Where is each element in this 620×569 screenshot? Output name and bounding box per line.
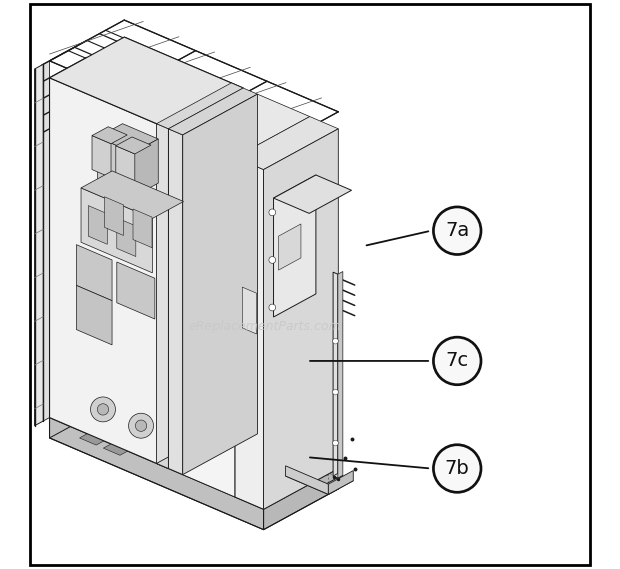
Polygon shape bbox=[286, 466, 329, 494]
Polygon shape bbox=[264, 129, 339, 509]
Polygon shape bbox=[157, 83, 243, 129]
Polygon shape bbox=[278, 224, 301, 270]
Polygon shape bbox=[333, 272, 338, 478]
Polygon shape bbox=[98, 123, 158, 152]
Polygon shape bbox=[133, 209, 152, 248]
Polygon shape bbox=[50, 37, 243, 129]
Circle shape bbox=[333, 389, 339, 395]
Polygon shape bbox=[81, 188, 153, 273]
Polygon shape bbox=[116, 137, 151, 154]
Polygon shape bbox=[242, 287, 257, 334]
Polygon shape bbox=[235, 117, 339, 170]
Polygon shape bbox=[116, 146, 135, 188]
Polygon shape bbox=[92, 135, 111, 178]
Circle shape bbox=[333, 339, 339, 344]
Polygon shape bbox=[157, 423, 243, 468]
Polygon shape bbox=[50, 418, 264, 530]
Polygon shape bbox=[104, 443, 129, 455]
Polygon shape bbox=[124, 37, 243, 428]
Polygon shape bbox=[81, 171, 184, 218]
Text: eReplacementParts.com: eReplacementParts.com bbox=[188, 320, 341, 333]
Polygon shape bbox=[264, 468, 339, 530]
Polygon shape bbox=[273, 175, 316, 317]
Circle shape bbox=[91, 397, 115, 422]
Circle shape bbox=[97, 404, 108, 415]
Ellipse shape bbox=[433, 445, 481, 492]
Circle shape bbox=[333, 440, 339, 446]
Polygon shape bbox=[133, 139, 158, 197]
Polygon shape bbox=[169, 88, 257, 135]
Polygon shape bbox=[79, 433, 105, 445]
Text: 7a: 7a bbox=[445, 221, 469, 240]
Polygon shape bbox=[338, 271, 343, 478]
Circle shape bbox=[135, 420, 147, 431]
Polygon shape bbox=[183, 94, 257, 475]
Polygon shape bbox=[157, 123, 169, 468]
Ellipse shape bbox=[433, 337, 481, 385]
Text: 7c: 7c bbox=[446, 352, 469, 370]
Circle shape bbox=[128, 413, 154, 438]
Circle shape bbox=[269, 209, 276, 216]
Polygon shape bbox=[35, 64, 43, 426]
Circle shape bbox=[269, 257, 276, 263]
Polygon shape bbox=[104, 197, 123, 236]
Circle shape bbox=[269, 304, 276, 311]
Polygon shape bbox=[183, 94, 310, 157]
Polygon shape bbox=[50, 78, 169, 468]
Polygon shape bbox=[329, 471, 353, 494]
Polygon shape bbox=[76, 245, 112, 300]
Polygon shape bbox=[183, 135, 235, 497]
Polygon shape bbox=[117, 218, 136, 257]
Polygon shape bbox=[235, 157, 264, 509]
Ellipse shape bbox=[433, 207, 481, 254]
Polygon shape bbox=[50, 377, 339, 509]
Text: 7b: 7b bbox=[445, 459, 469, 478]
Polygon shape bbox=[333, 473, 343, 478]
Polygon shape bbox=[273, 175, 352, 213]
Polygon shape bbox=[117, 262, 155, 319]
Polygon shape bbox=[92, 127, 127, 144]
Polygon shape bbox=[76, 286, 112, 345]
Polygon shape bbox=[88, 205, 107, 244]
FancyBboxPatch shape bbox=[30, 4, 590, 565]
Polygon shape bbox=[286, 473, 353, 494]
Polygon shape bbox=[42, 61, 50, 422]
Polygon shape bbox=[98, 137, 133, 197]
Polygon shape bbox=[169, 129, 183, 475]
